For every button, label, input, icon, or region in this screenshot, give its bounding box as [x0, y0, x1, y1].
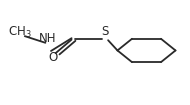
Text: NH: NH [39, 32, 56, 45]
Text: S: S [102, 25, 109, 37]
Text: CH$_3$: CH$_3$ [8, 24, 32, 40]
Text: O: O [48, 51, 58, 64]
